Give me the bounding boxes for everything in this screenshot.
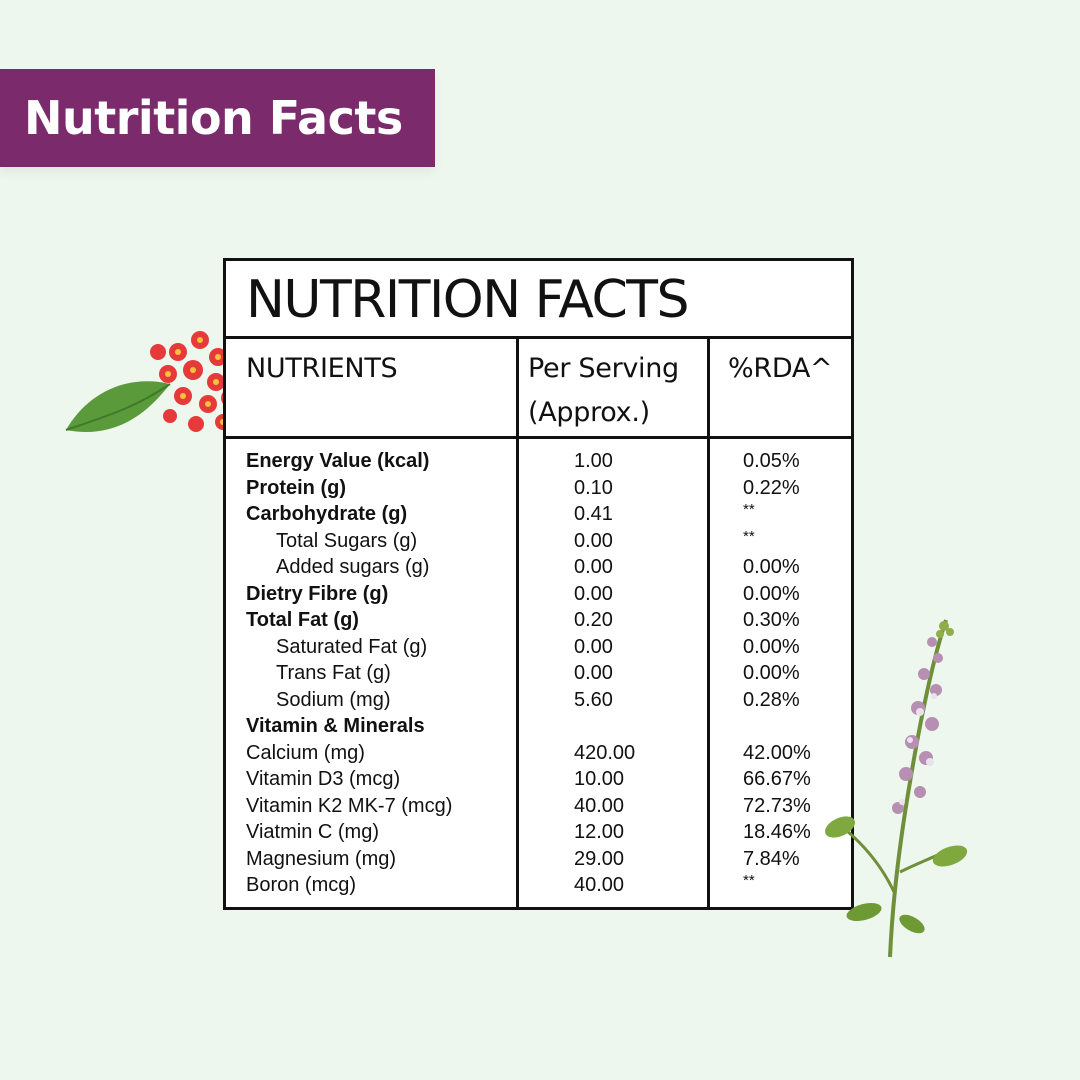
table-row: Total Sugars (g) 0.00 **: [226, 528, 851, 555]
table-row: Magnesium (mg) 29.00 7.84%: [226, 846, 851, 873]
nutrition-table: NUTRITION FACTS NUTRIENTS Per Serving (A…: [223, 258, 854, 910]
per-serving-value: 40.00: [574, 874, 625, 896]
per-serving-value: 0.00: [574, 635, 613, 658]
header-per-serving-line2: (Approx.): [528, 397, 650, 428]
per-serving-value: 29.00: [574, 847, 625, 870]
rda-value: 0.22%: [743, 476, 800, 499]
basil-sprig-icon: [825, 619, 968, 958]
table-row: Vitamin K2 MK-7 (mcg) 40.00 72.73%: [226, 793, 851, 820]
per-serving-value: 0.41: [574, 503, 613, 525]
nutrient-name: Calcium (mg): [246, 741, 365, 764]
nutrient-name: Added sugars (g): [276, 556, 430, 578]
rda-value: 42.00%: [743, 741, 811, 764]
nutrient-name: Trans Fat (g): [276, 662, 391, 684]
per-serving-value: 10.00: [574, 768, 625, 790]
rda-value: **: [743, 527, 755, 545]
nutrient-name: Vitamin K2 MK-7 (mcg): [246, 794, 453, 817]
rda-value: 66.67%: [743, 768, 811, 790]
nutrient-name: Saturated Fat (g): [276, 635, 428, 658]
page-banner: Nutrition Facts: [0, 69, 435, 167]
table-row: Trans Fat (g) 0.00 0.00%: [226, 660, 851, 687]
rda-value: 0.00%: [743, 635, 800, 658]
table-row: Protein (g) 0.10 0.22%: [226, 475, 851, 502]
nutrient-name: Magnesium (mg): [246, 847, 397, 870]
nutrient-name: Total Fat (g): [246, 609, 359, 631]
nutrient-name: Dietry Fibre (g): [246, 582, 389, 605]
per-serving-value: 0.00: [574, 529, 613, 552]
table-title: NUTRITION FACTS: [226, 261, 851, 339]
table-row: Sodium (mg) 5.60 0.28%: [226, 687, 851, 714]
per-serving-value: 0.10: [574, 476, 613, 499]
nutrient-name: Carbohydrate (g): [246, 503, 408, 525]
column-divider: [516, 339, 519, 907]
nutrient-name: Viatmin C (mg): [246, 821, 379, 843]
per-serving-value: 0.00: [574, 662, 613, 684]
table-row: Total Fat (g) 0.20 0.30%: [226, 607, 851, 634]
table-row: Dietry Fibre (g) 0.00 0.00%: [226, 581, 851, 608]
table-row: Added sugars (g) 0.00 0.00%: [226, 554, 851, 581]
rda-value: 0.30%: [743, 609, 800, 631]
nutrient-name: Sodium (mg): [276, 688, 391, 711]
column-divider: [707, 339, 710, 907]
rda-value: 0.00%: [743, 556, 800, 578]
per-serving-value: 0.20: [574, 609, 613, 631]
nutrient-name: Vitamin & Minerals: [246, 715, 425, 737]
table-row: Boron (mcg) 40.00 **: [226, 872, 851, 899]
table-row: Viatmin C (mg) 12.00 18.46%: [226, 819, 851, 846]
nutrient-name: Boron (mcg): [246, 874, 357, 896]
table-row: Carbohydrate (g) 0.41 **: [226, 501, 851, 528]
table-row: Energy Value (kcal) 1.00 0.05%: [226, 448, 851, 475]
table-row: Calcium (mg) 420.00 42.00%: [226, 740, 851, 767]
rda-value: **: [743, 872, 755, 889]
rda-value: 72.73%: [743, 794, 811, 817]
rda-value: 0.00%: [743, 582, 800, 605]
rda-value: 0.05%: [743, 450, 800, 472]
per-serving-value: 1.00: [574, 450, 613, 472]
header-rda: %RDA^: [728, 353, 833, 384]
per-serving-value: 12.00: [574, 821, 625, 843]
header-per-serving: Per Serving (Approx.): [528, 347, 679, 435]
rda-value: 18.46%: [743, 821, 811, 843]
nutrient-name: Energy Value (kcal): [246, 450, 430, 472]
header-nutrients: NUTRIENTS: [246, 353, 398, 384]
per-serving-value: 40.00: [574, 794, 625, 817]
table-row: Saturated Fat (g) 0.00 0.00%: [226, 634, 851, 661]
per-serving-value: 5.60: [574, 688, 613, 711]
table-row: Vitamin D3 (mcg) 10.00 66.67%: [226, 766, 851, 793]
per-serving-value: 420.00: [574, 741, 636, 764]
nutrient-rows: Energy Value (kcal) 1.00 0.05% Protein (g) 0…: [226, 448, 851, 899]
rda-value: 7.84%: [743, 847, 800, 870]
nutrient-name: Vitamin D3 (mcg): [246, 768, 401, 790]
per-serving-value: 0.00: [574, 582, 613, 605]
rda-value: **: [743, 501, 755, 518]
nutrient-name: Total Sugars (g): [276, 529, 418, 552]
table-row: Vitamin & Minerals: [226, 713, 851, 740]
rda-value: 0.00%: [743, 662, 800, 684]
header-divider: [226, 436, 851, 439]
rda-value: 0.28%: [743, 688, 800, 711]
banner-title: Nutrition Facts: [24, 91, 403, 145]
nutrient-name: Protein (g): [246, 476, 346, 499]
header-per-serving-line1: Per Serving: [528, 353, 679, 384]
per-serving-value: 0.00: [574, 556, 613, 578]
